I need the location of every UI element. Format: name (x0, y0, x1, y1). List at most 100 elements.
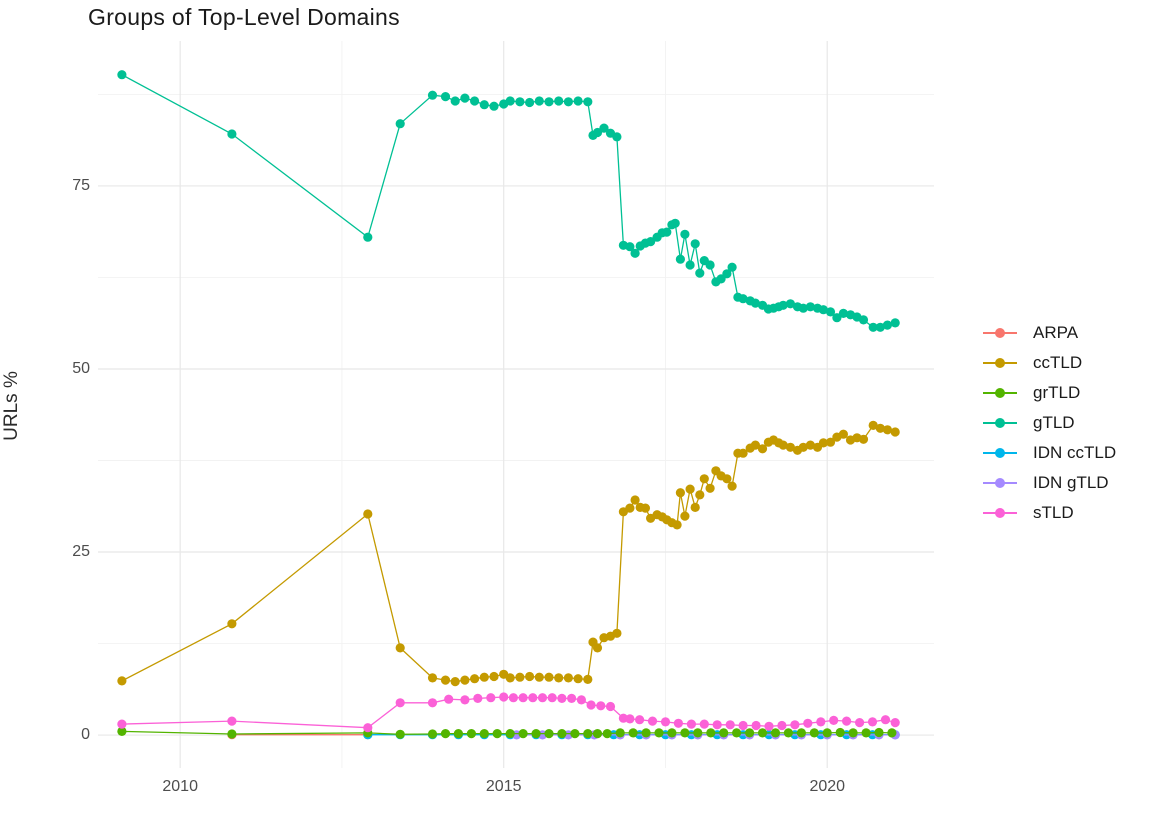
series-stld-point (567, 693, 577, 704)
legend-key-dot (995, 388, 1005, 398)
y-tick-label-50: 50 (72, 359, 90, 377)
series-stld-point (227, 716, 237, 726)
series-stld-point (605, 701, 616, 712)
grid-major (98, 41, 934, 768)
series-grtld-point (874, 727, 884, 738)
series-gtld-point (534, 96, 544, 106)
series-grtld-point (615, 728, 625, 738)
series-cctld-point (695, 490, 705, 500)
legend-item-gtld: gTLD (983, 408, 1116, 438)
series-grtld-point (505, 729, 515, 739)
series-gtld-point (505, 96, 515, 106)
legend-item-idn-cctld: IDN ccTLD (983, 438, 1116, 468)
series-gtld-point (875, 322, 885, 332)
legend: ARPA ccTLD grTLD gTLD IDN ccTLD IDN gTLD sTLD (983, 318, 1116, 528)
legend-key-icon-cctld (983, 356, 1017, 370)
series-grtld-point (557, 729, 567, 739)
series-stld-point (557, 693, 567, 704)
legend-item-label: IDN ccTLD (1033, 443, 1117, 462)
series-gtld-point (479, 100, 489, 110)
series-grtld-point (570, 729, 580, 739)
legend-item-label: sTLD (1033, 503, 1074, 522)
legend-key-icon-idn-gtld (983, 476, 1017, 490)
series-cctld-point (750, 440, 761, 450)
series-grtld-point (440, 729, 451, 739)
series-gtld-point (117, 70, 127, 80)
series-gtld-point (832, 313, 842, 323)
chart-title: Groups of Top-Level Domains (88, 4, 400, 30)
series-gtld-point (838, 308, 849, 318)
series-gtld-point (554, 96, 564, 106)
series-stld-point (395, 698, 405, 708)
series-stld-point (738, 720, 748, 731)
series-cctld-point (705, 483, 715, 493)
series-cctld-point (395, 643, 405, 653)
y-tick-label-0: 0 (81, 726, 90, 744)
series-gtld-point (363, 232, 373, 242)
series-grtld-point (887, 728, 897, 738)
series-gtld-point (592, 127, 603, 138)
series-cctld-point (875, 423, 885, 433)
series-gtld-point (727, 262, 737, 272)
series-stld-point (764, 721, 774, 731)
series-gtld-point (890, 318, 900, 328)
series-cctld-point (489, 671, 499, 682)
legend-item-label: gTLD (1033, 413, 1075, 432)
y-tick-label-25: 25 (72, 543, 90, 561)
series-gtld-point (858, 315, 869, 325)
series-stld-point (486, 693, 496, 703)
legend-key-dot (995, 418, 1005, 428)
series-stld-point (712, 720, 722, 730)
series-grtld-point (693, 728, 703, 738)
series-grtld-point (518, 729, 528, 739)
series-gtld-point (662, 227, 672, 237)
legend-key-icon-idn-cctld (983, 446, 1017, 460)
series-gtld-point (680, 229, 690, 239)
series-cctld-point (592, 643, 603, 653)
series-cctld-point (450, 677, 460, 687)
series-gtld-point (798, 303, 808, 313)
legend-key-dot (995, 328, 1005, 338)
series-gtld-point (705, 260, 715, 270)
grid-minor (98, 41, 934, 768)
series-stld-point (673, 718, 684, 728)
series-gtld-point (630, 248, 640, 258)
series-grtld (117, 726, 897, 739)
legend-item-label: grTLD (1033, 383, 1081, 402)
series-cctld-point (573, 674, 583, 684)
series-grtld-point (848, 728, 858, 738)
series-cctld-point (778, 440, 788, 450)
series-stld-point (518, 693, 528, 703)
series-grtld-point (641, 728, 651, 738)
x-tick-label-2010: 2010 (162, 778, 198, 795)
series-stld-point (117, 719, 127, 729)
series-cctld-point (699, 474, 709, 484)
series-grtld-point (667, 728, 677, 738)
series-cctld-point (890, 427, 900, 437)
series-gtld-line (121, 74, 896, 328)
series-stld-point (547, 693, 557, 703)
series-cctld-point (554, 673, 564, 683)
series-stld-point (725, 720, 735, 730)
series-cctld-point (690, 502, 700, 512)
series-gtld-point (460, 93, 470, 103)
series-gtld-point (670, 218, 680, 228)
series-gtld-point (825, 307, 836, 317)
series-gtld-point (427, 90, 438, 100)
series-cctld-point (625, 503, 635, 513)
series-grtld-point (453, 729, 463, 739)
series-cctld-point (363, 509, 373, 519)
series-cctld-point (515, 672, 525, 682)
series-cctld-point (798, 442, 808, 452)
series-gtld-point (563, 97, 574, 107)
series-grtld-point (544, 729, 554, 739)
series-cctld-point (882, 425, 893, 435)
series-cctld-point (544, 672, 554, 682)
series-cctld-point (440, 675, 451, 685)
series-stld-point (647, 716, 658, 726)
series-grtld-point (770, 728, 781, 738)
series-cctld-point (858, 434, 869, 444)
series-arpa (227, 730, 373, 740)
series-grtld-point (227, 729, 237, 739)
